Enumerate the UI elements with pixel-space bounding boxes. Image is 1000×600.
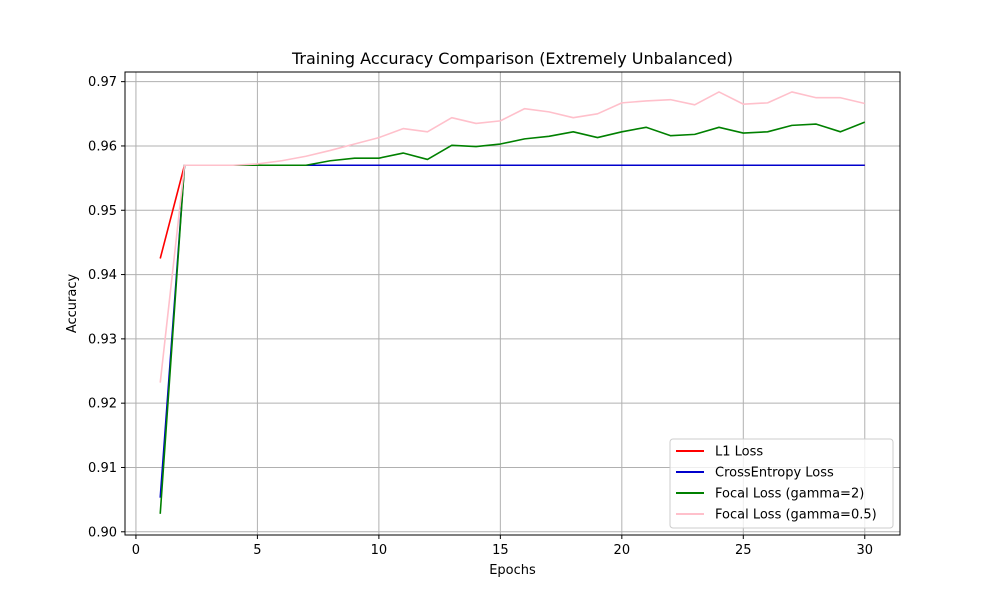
x-tick-label: 20 [614, 543, 631, 558]
legend-label-3: Focal Loss (gamma=2) [715, 487, 864, 502]
x-tick-label: 30 [856, 543, 873, 558]
legend-box [669, 438, 894, 529]
x-axis-label: Epochs [489, 563, 536, 578]
x-tick-label: 25 [735, 543, 752, 558]
series-line-3 [159, 121, 866, 514]
x-tick-label: 10 [371, 543, 388, 558]
y-tick-label: 0.96 [88, 139, 117, 154]
chart-title: Training Accuracy Comparison (Extremely … [291, 49, 733, 68]
y-tick-label: 0.92 [88, 397, 117, 412]
series-line-4 [159, 91, 865, 383]
plot-frame [124, 71, 901, 536]
legend-label-2: CrossEntropy Loss [715, 466, 834, 481]
y-tick-label: 0.93 [88, 332, 117, 347]
y-tick-label: 0.97 [88, 75, 117, 90]
grid [125, 72, 900, 535]
x-tick-label: 5 [253, 543, 261, 558]
legend: L1 Loss CrossEntropy Loss Focal Loss (gamm… [669, 438, 894, 529]
y-axis-label: Accuracy [65, 274, 80, 334]
y-axis-ticks: 0.90 0.91 0.92 0.93 0.94 0.95 0.96 0.97 [88, 75, 125, 540]
y-tick-label: 0.95 [88, 204, 117, 219]
y-tick-label: 0.91 [88, 461, 117, 476]
legend-label-4: Focal Loss (gamma=0.5) [715, 508, 877, 523]
y-tick-label: 0.90 [88, 525, 117, 540]
legend-label-1: L1 Loss [715, 445, 763, 460]
y-tick-label: 0.94 [88, 268, 117, 283]
series-lines [159, 91, 866, 514]
x-axis-ticks: 0 5 10 15 20 25 30 [132, 535, 873, 558]
x-tick-label: 15 [492, 543, 509, 558]
x-tick-label: 0 [132, 543, 140, 558]
